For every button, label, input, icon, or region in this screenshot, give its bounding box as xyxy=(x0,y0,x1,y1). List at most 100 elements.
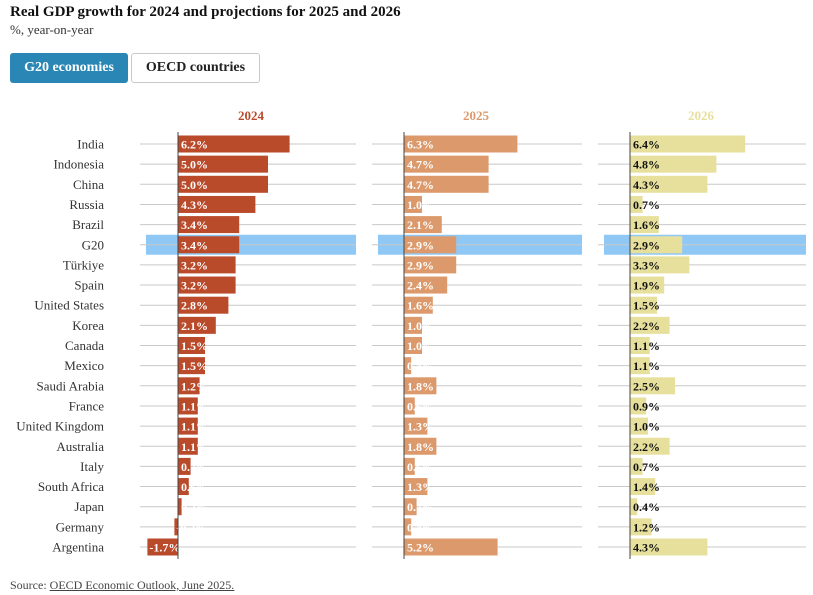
bar-2025-france xyxy=(404,397,415,415)
data-label-2026-germany: 1.2% xyxy=(633,520,660,534)
data-label-2025-china: 4.7% xyxy=(407,178,434,192)
bar-2025-india xyxy=(404,135,518,153)
category-label-united-states: United States xyxy=(34,298,104,313)
data-label-2025-india: 6.3% xyxy=(407,138,434,152)
bar-2024-mexico xyxy=(178,357,205,375)
data-label-2026-japan: 0.4% xyxy=(633,500,660,514)
data-label-2025-south-africa: 1.3% xyxy=(407,480,434,494)
bar-2025-mexico xyxy=(404,357,412,375)
data-label-2025-turkiye: 2.9% xyxy=(407,258,434,272)
category-label-japan: Japan xyxy=(74,499,104,514)
bar-2024-south-africa xyxy=(178,478,189,496)
bar-2026-argentina xyxy=(630,538,708,556)
data-label-2026-mexico: 1.1% xyxy=(633,359,660,373)
data-label-2026-brazil: 1.6% xyxy=(633,218,660,232)
bar-2024-indonesia xyxy=(178,155,268,173)
data-label-2024-japan: 0.2% xyxy=(181,500,208,514)
bar-2026-korea xyxy=(630,316,670,334)
category-label-spain: Spain xyxy=(74,278,104,293)
data-label-2026-argentina: 4.3% xyxy=(633,541,660,555)
bar-2025-g20 xyxy=(404,236,457,254)
bar-2026-turkiye xyxy=(630,256,690,274)
data-label-2025-italy: 0.6% xyxy=(407,460,434,474)
data-label-2025-canada: 1.0% xyxy=(407,339,434,353)
bar-2026-g20 xyxy=(630,236,683,254)
data-label-2025-united-states: 1.6% xyxy=(407,299,434,313)
bar-2026-russia xyxy=(630,195,643,213)
data-label-2024-france: 1.1% xyxy=(181,399,208,413)
data-label-2026-south-africa: 1.4% xyxy=(633,480,660,494)
bar-2024-turkiye xyxy=(178,256,236,274)
category-label-china: China xyxy=(73,177,104,192)
data-label-2026-united-states: 1.5% xyxy=(633,299,660,313)
data-label-2024-korea: 2.1% xyxy=(181,319,208,333)
data-label-2024-australia: 1.1% xyxy=(181,440,208,454)
source-link[interactable]: OECD Economic Outlook, June 2025. xyxy=(49,578,235,592)
data-label-2024-brazil: 3.4% xyxy=(181,218,208,232)
data-label-2024-united-kingdom: 1.1% xyxy=(181,420,208,434)
category-label-saudi-arabia: Saudi Arabia xyxy=(36,378,104,393)
bar-2025-united-states xyxy=(404,296,433,314)
bar-2026-spain xyxy=(630,276,665,294)
data-label-2026-spain: 1.9% xyxy=(633,279,660,293)
data-label-2024-indonesia: 5.0% xyxy=(181,158,208,172)
bar-2025-korea xyxy=(404,316,422,334)
data-label-2024-saudi-arabia: 1.2% xyxy=(181,379,208,393)
data-label-2024-united-states: 2.8% xyxy=(181,299,208,313)
data-label-2026-australia: 2.2% xyxy=(633,440,660,454)
category-label-india: India xyxy=(77,137,104,152)
data-label-2024-india: 6.2% xyxy=(181,138,208,152)
data-label-2026-italy: 0.7% xyxy=(633,460,660,474)
data-label-2024-turkiye: 3.2% xyxy=(181,258,208,272)
data-label-2026-united-kingdom: 1.0% xyxy=(633,420,660,434)
data-label-2024-g20: 3.4% xyxy=(181,238,208,252)
gdp-growth-chart: 2024 2025 2026 India Indonesia China Russia Bra… xyxy=(16,108,806,559)
bar-2026-saudi-arabia xyxy=(630,377,675,395)
data-label-2026-saudi-arabia: 2.5% xyxy=(633,379,660,393)
bar-2025-brazil xyxy=(404,216,442,234)
category-label-australia: Australia xyxy=(56,439,104,454)
bar-2025-russia xyxy=(404,195,422,213)
tab-g20-economies[interactable]: G20 economies xyxy=(10,53,128,83)
category-label-korea: Korea xyxy=(72,318,104,333)
bar-2026-brazil xyxy=(630,216,659,234)
bar-2024-argentina xyxy=(147,538,178,556)
data-label-2026-indonesia: 4.8% xyxy=(633,158,660,172)
bar-2026-japan xyxy=(630,498,638,516)
bar-2025-australia xyxy=(404,437,437,455)
bar-2025-china xyxy=(404,175,489,193)
data-label-2024-italy: 0.7% xyxy=(181,460,208,474)
series-header-2025: 2025 xyxy=(463,108,490,123)
category-label-mexico: Mexico xyxy=(64,358,104,373)
data-label-2026-china: 4.3% xyxy=(633,178,660,192)
category-label-indonesia: Indonesia xyxy=(53,157,104,172)
bar-2024-united-kingdom xyxy=(178,417,198,435)
category-label-canada: Canada xyxy=(65,338,104,353)
data-label-2026-india: 6.4% xyxy=(633,138,660,152)
data-label-2024-china: 5.0% xyxy=(181,178,208,192)
bar-2024-russia xyxy=(178,195,256,213)
bar-2026-australia xyxy=(630,437,670,455)
data-label-2025-russia: 1.0% xyxy=(407,198,434,212)
data-label-2025-mexico: 0.4% xyxy=(407,359,434,373)
tab-oecd-countries[interactable]: OECD countries xyxy=(131,53,260,83)
bar-2025-japan xyxy=(404,498,417,516)
source-prefix: Source: xyxy=(10,578,50,592)
bar-2026-indonesia xyxy=(630,155,717,173)
bar-2025-indonesia xyxy=(404,155,489,173)
bar-2024-brazil xyxy=(178,216,240,234)
category-label-south-africa: South Africa xyxy=(38,479,104,494)
data-label-2025-united-kingdom: 1.3% xyxy=(407,420,434,434)
bar-2025-italy xyxy=(404,457,415,475)
data-label-2025-france: 0.6% xyxy=(407,399,434,413)
bar-2025-turkiye xyxy=(404,256,457,274)
category-label-russia: Russia xyxy=(69,197,104,212)
bar-2026-italy xyxy=(630,457,643,475)
category-label-turkiye: Türkiye xyxy=(63,257,104,272)
bar-2024-china xyxy=(178,175,268,193)
source-note: Source: OECD Economic Outlook, June 2025… xyxy=(10,578,234,593)
data-label-2025-saudi-arabia: 1.8% xyxy=(407,379,434,393)
data-label-2025-korea: 1.0% xyxy=(407,319,434,333)
data-label-2024-russia: 4.3% xyxy=(181,198,208,212)
category-label-brazil: Brazil xyxy=(72,217,104,232)
